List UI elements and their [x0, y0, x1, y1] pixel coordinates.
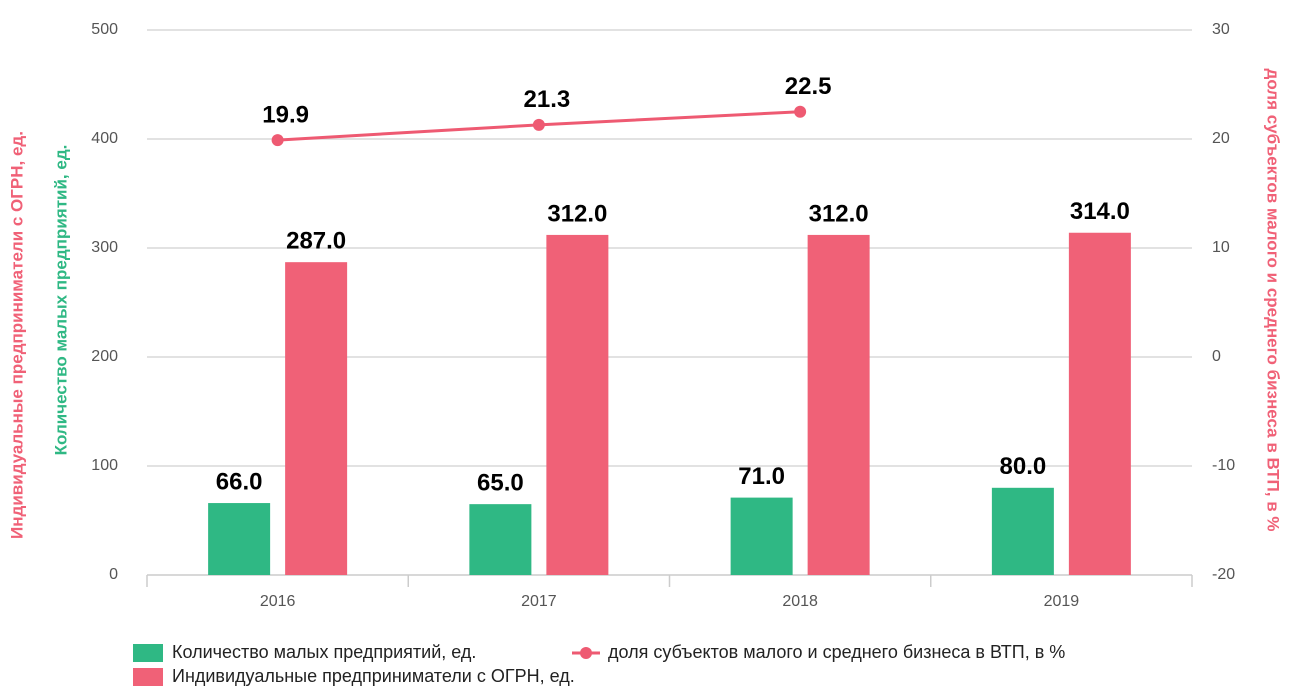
y-tick-label: 400	[91, 130, 118, 147]
y-tick-label: 0	[109, 566, 118, 583]
x-tick-label: 2019	[1044, 593, 1080, 610]
y-tick-label: 100	[91, 457, 118, 474]
data-label: 80.0	[1000, 453, 1047, 480]
data-label: 65.0	[477, 469, 524, 496]
data-label: 314.0	[1070, 198, 1130, 225]
x-tick-label: 2016	[260, 593, 296, 610]
y2-axis-title: доля субъектов малого и среднего бизнеса…	[1264, 69, 1283, 532]
line-marker	[532, 118, 545, 131]
y2-tick-label: -20	[1212, 566, 1235, 583]
line-marker	[794, 105, 807, 118]
bar	[991, 487, 1054, 575]
bar	[208, 503, 271, 575]
line-marker	[271, 134, 284, 147]
data-label: 287.0	[286, 228, 346, 255]
bar	[469, 504, 532, 575]
y-tick-label: 300	[91, 239, 118, 256]
legend-marker	[580, 647, 592, 659]
x-tick-label: 2017	[521, 593, 557, 610]
data-label: 312.0	[809, 200, 869, 227]
data-label: 21.3	[524, 86, 571, 113]
bar	[1068, 232, 1131, 576]
x-tick-label: 2018	[782, 593, 818, 610]
y2-tick-label: 20	[1212, 130, 1230, 147]
data-label: 19.9	[262, 101, 309, 128]
legend-swatch	[133, 644, 163, 662]
y2-tick-label: 30	[1212, 21, 1230, 38]
data-label: 66.0	[216, 468, 263, 495]
bar	[807, 234, 870, 576]
bar	[285, 262, 348, 575]
legend-label: Количество малых предприятий, ед.	[172, 642, 476, 662]
legend-label: Индивидуальные предприниматели с ОГРН, е…	[172, 666, 575, 686]
data-label: 71.0	[738, 463, 785, 490]
y-tick-label: 200	[91, 348, 118, 365]
data-label: 312.0	[547, 200, 607, 227]
y2-tick-label: -10	[1212, 457, 1235, 474]
data-label: 22.5	[785, 73, 832, 100]
bar	[546, 234, 609, 576]
bar	[730, 497, 793, 575]
y-tick-label: 500	[91, 21, 118, 38]
y-axis-title-2: Индивидуальные предприниматели с ОГРН, е…	[7, 131, 26, 539]
y-axis-title: Количество малых предприятий, ед.	[51, 145, 70, 456]
legend-swatch	[133, 668, 163, 686]
y2-tick-label: 0	[1212, 348, 1221, 365]
legend-label: доля субъектов малого и среднего бизнеса…	[608, 642, 1065, 662]
y2-tick-label: 10	[1212, 239, 1230, 256]
